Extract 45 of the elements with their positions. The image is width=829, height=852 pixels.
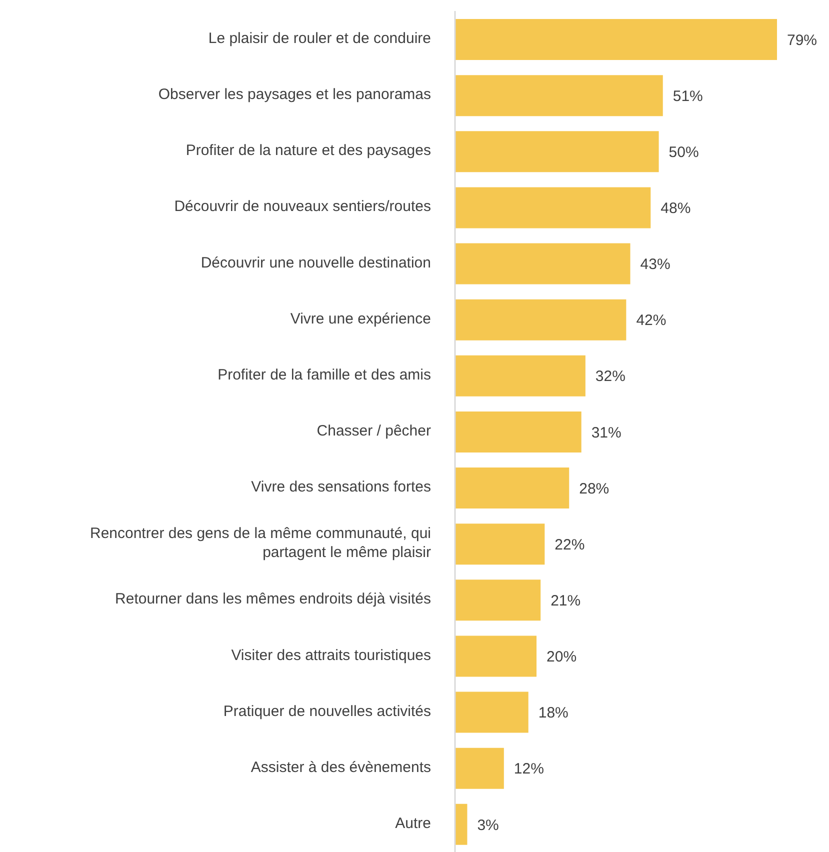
data-label: 20% bbox=[546, 648, 577, 666]
data-label: 18% bbox=[538, 704, 568, 722]
y-tick-label: Profiter de la nature et des paysages bbox=[186, 142, 431, 160]
data-label: 43% bbox=[640, 256, 670, 274]
bar bbox=[455, 75, 663, 116]
y-tick-label: Retourner dans les mêmes endroits déjà visités bbox=[115, 590, 431, 608]
bar bbox=[455, 19, 777, 60]
bar bbox=[455, 524, 545, 565]
data-label: 50% bbox=[668, 144, 699, 161]
data-label: 48% bbox=[660, 200, 691, 218]
data-label: 42% bbox=[636, 312, 666, 330]
y-tick-label: Rencontrer des gens de la même communauté, qui partagent le même plaisir bbox=[90, 525, 431, 562]
data-label: 3% bbox=[477, 816, 499, 834]
y-tick-label: Vivre des sensations fortes bbox=[251, 478, 431, 496]
data-label: 21% bbox=[550, 592, 581, 610]
y-tick-label: Découvrir une nouvelle destination bbox=[200, 254, 431, 272]
y-tick-label: Assister à des évènements bbox=[250, 758, 431, 776]
bar bbox=[455, 355, 586, 396]
bar bbox=[455, 468, 570, 509]
data-label: 22% bbox=[554, 536, 585, 554]
bar bbox=[455, 692, 528, 733]
data-label: 32% bbox=[595, 368, 626, 386]
bar bbox=[455, 636, 537, 677]
data-label: 28% bbox=[579, 480, 610, 498]
y-tick-label: Découvrir de nouveaux sentiers/routes bbox=[174, 198, 431, 216]
y-tick-label: Observer les paysages et les panoramas bbox=[158, 86, 431, 104]
bar bbox=[455, 299, 626, 340]
bar bbox=[455, 243, 630, 284]
y-tick-label: Le plaisir de rouler et de conduire bbox=[208, 30, 431, 47]
y-tick-label: Vivre une expérience bbox=[290, 310, 431, 328]
y-tick-label: Profiter de la famille et des amis bbox=[218, 366, 431, 384]
bar bbox=[455, 187, 651, 228]
bar bbox=[455, 804, 468, 845]
bar bbox=[455, 748, 504, 789]
y-tick-label: Autre bbox=[395, 814, 431, 832]
data-label: 79% bbox=[787, 32, 818, 49]
data-label: 12% bbox=[514, 760, 544, 778]
bar bbox=[455, 131, 659, 172]
data-label: 31% bbox=[591, 424, 622, 442]
y-tick-label: Pratiquer de nouvelles activités bbox=[223, 702, 431, 720]
bar bbox=[455, 580, 541, 621]
y-tick-label: Visiter des attraits touristiques bbox=[231, 646, 431, 664]
y-tick-label: Chasser / pêcher bbox=[316, 422, 431, 440]
bar bbox=[455, 411, 582, 452]
data-label: 51% bbox=[672, 88, 703, 105]
